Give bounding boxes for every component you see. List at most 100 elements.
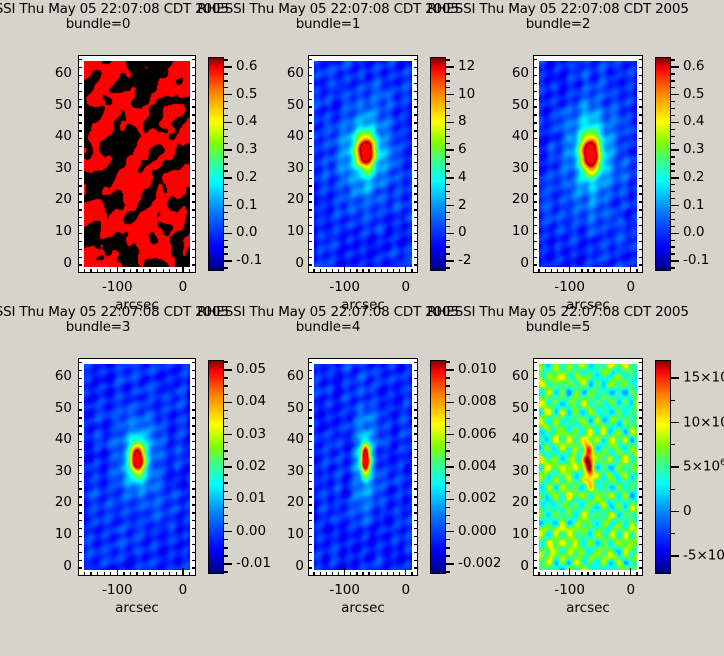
y-tick: [639, 456, 643, 459]
y-tick: [78, 551, 82, 553]
colorbar-4: [430, 360, 446, 574]
x-tick: [380, 269, 383, 273]
x-tick: [386, 572, 389, 576]
y-tick: [78, 193, 82, 195]
y-tick: [533, 385, 537, 388]
y-tick: [308, 520, 312, 522]
y-tick-label: 50: [511, 96, 529, 113]
colorbar-tick-minor: [446, 361, 450, 363]
colorbar-label: 0.02: [236, 458, 267, 474]
x-tick: [83, 572, 86, 576]
y-tick: [414, 433, 418, 435]
y-tick: [192, 185, 196, 187]
colorbar-tick-minor: [446, 184, 450, 186]
x-tick: [325, 572, 328, 576]
y-tick: [308, 264, 312, 266]
colorbar-tick-minor: [446, 253, 450, 255]
colorbar-tick-minor: [224, 409, 228, 412]
colorbar-tick-minor: [446, 442, 450, 444]
colorbar-tick-minor: [224, 59, 228, 61]
y-tick: [78, 161, 82, 164]
y-tick: [533, 456, 537, 459]
y-tick: [639, 362, 643, 364]
y-tick: [414, 472, 418, 474]
x-axis-title-2: arcsec: [566, 297, 610, 313]
y-tick: [308, 464, 312, 467]
colorbar-ticks-2: [671, 57, 681, 271]
colorbar-tick-minor: [671, 80, 675, 82]
y-tick: [414, 362, 418, 364]
y-tick: [192, 114, 196, 116]
image-canvas-0: [84, 61, 190, 267]
y-tick: [78, 59, 82, 61]
y-tick: [78, 217, 82, 219]
x-tick-label: 0: [401, 582, 411, 598]
x-tick: [162, 572, 164, 576]
y-tick: [192, 362, 196, 364]
y-tick: [639, 169, 643, 171]
y-tick: [639, 106, 643, 108]
image-field-0[interactable]: [84, 61, 190, 267]
x-axis-title-4: arcsec: [341, 600, 385, 616]
y-tick: [308, 138, 312, 140]
colorbar-label: 0.000: [458, 522, 497, 539]
y-tick-label: 20: [54, 494, 72, 511]
colorbar-label: 0: [458, 224, 467, 241]
y-tick: [414, 417, 418, 419]
colorbar-tick-minor: [446, 80, 450, 82]
y-tick: [192, 98, 196, 100]
colorbar-tick-minor: [224, 474, 228, 476]
x-tick-label: 0: [626, 279, 636, 295]
image-field-1[interactable]: [314, 61, 412, 267]
y-tick: [533, 224, 537, 227]
y-tick: [308, 567, 312, 569]
y-tick: [414, 520, 418, 522]
y-tick: [639, 425, 643, 427]
colorbar-tick-minor: [224, 393, 228, 395]
colorbar-tick: [671, 232, 679, 234]
x-tick: [538, 572, 540, 576]
y-tick: [414, 441, 418, 443]
colorbar-exponent: 6: [720, 458, 724, 468]
image-field-4[interactable]: [314, 364, 412, 570]
colorbar-tick-minor: [446, 191, 450, 193]
colorbar-label: 8: [458, 113, 467, 130]
image-field-3[interactable]: [84, 364, 190, 570]
colorbar-tick: [446, 563, 454, 565]
y-tick-label: 20: [511, 191, 529, 208]
x-tick: [116, 568, 119, 576]
image-field-2[interactable]: [539, 61, 637, 267]
y-tick: [192, 417, 196, 419]
x-tick: [556, 572, 559, 576]
colorbar-tick-minor: [671, 73, 675, 75]
y-tick: [78, 114, 82, 116]
colorbar-tick-minor: [446, 73, 450, 75]
image-field-5[interactable]: [539, 364, 637, 570]
y-tick-label: 60: [54, 367, 72, 384]
y-tick: [414, 82, 418, 85]
colorbar-tick-minor: [671, 142, 675, 144]
colorbar-tick: [446, 433, 454, 436]
colorbar-tick-minor: [446, 409, 450, 412]
y-tick: [78, 448, 82, 451]
y-tick: [308, 369, 312, 372]
x-tick-label: -100: [329, 279, 360, 295]
y-tick: [308, 543, 312, 546]
y-tick: [639, 527, 643, 530]
y-tick-label: 20: [286, 494, 304, 511]
colorbar-label: 0.1: [236, 196, 258, 213]
y-tick: [78, 488, 82, 490]
colorbar-tick-minor: [446, 506, 450, 509]
x-tick: [319, 269, 321, 273]
y-tick: [639, 480, 643, 482]
x-tick: [313, 572, 315, 576]
colorbar-tick-minor: [671, 399, 675, 401]
x-tick: [605, 572, 608, 576]
colorbar-label: 2: [458, 196, 467, 213]
colorbar-tick-minor: [446, 450, 450, 452]
x-tick: [136, 269, 138, 273]
colorbar-tick-minor: [671, 170, 675, 172]
y-tick: [192, 504, 196, 506]
colorbar-tick-minor: [446, 514, 450, 517]
y-tick: [414, 217, 418, 219]
